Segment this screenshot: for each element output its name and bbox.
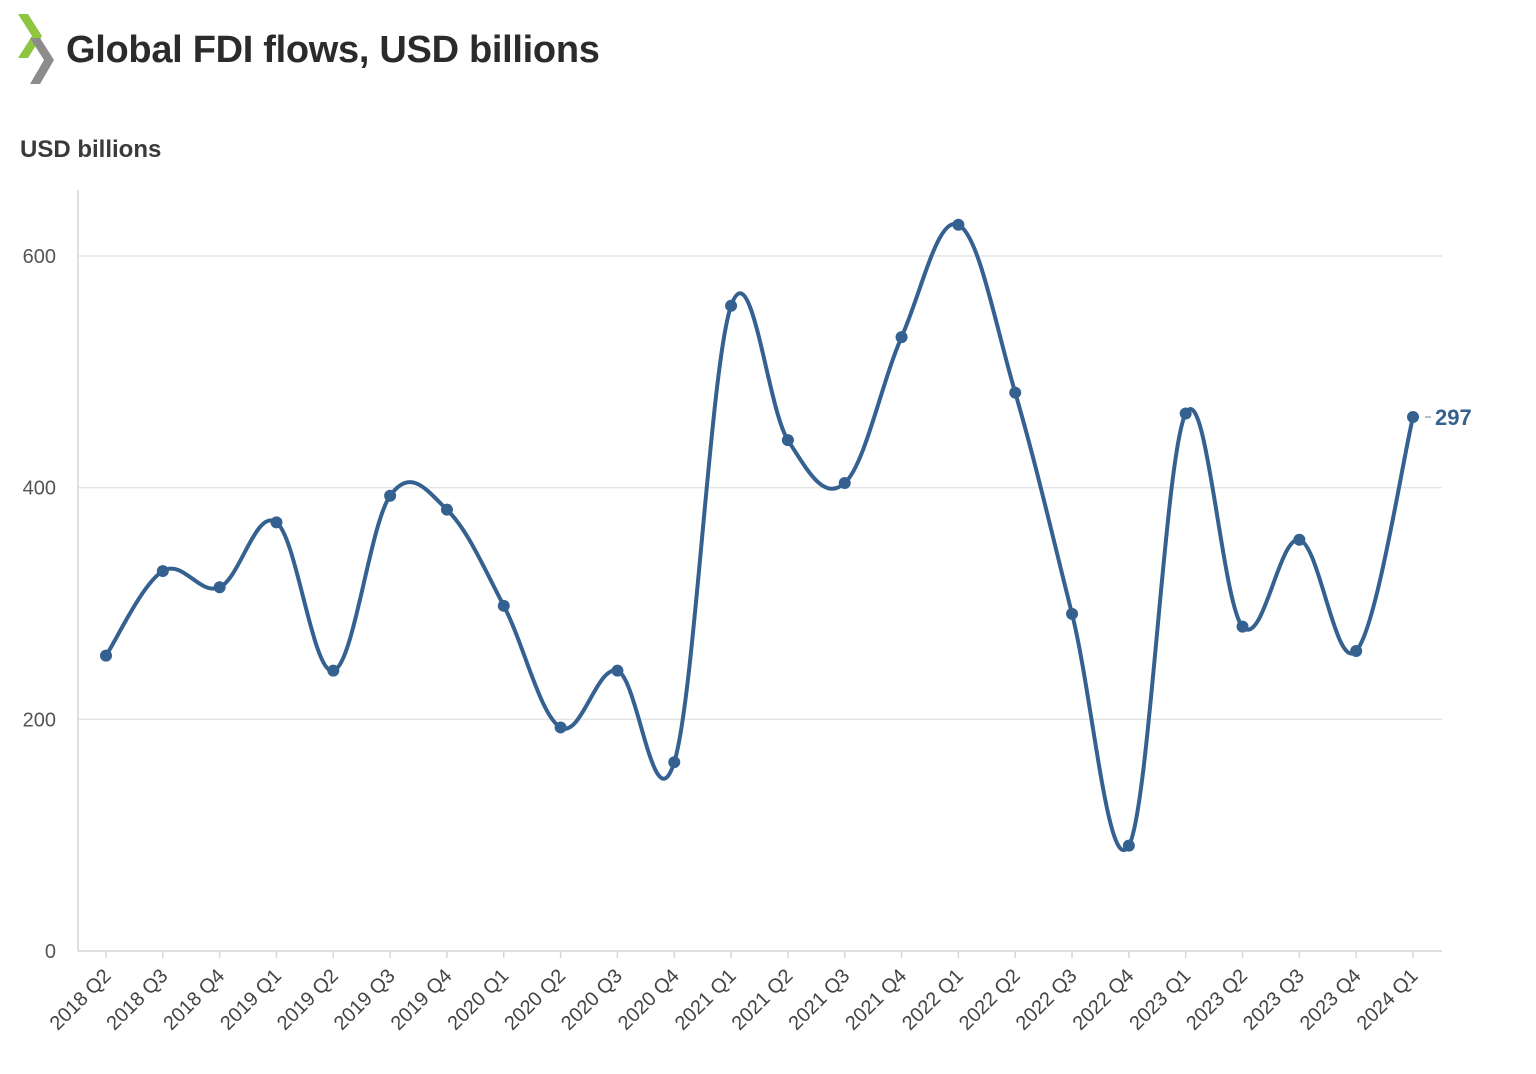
- data-point[interactable]: [1236, 620, 1249, 633]
- data-point[interactable]: [270, 516, 283, 529]
- x-tick-label: 2018 Q3: [103, 965, 173, 1035]
- data-point[interactable]: [1179, 407, 1192, 420]
- data-point[interactable]: [384, 489, 397, 502]
- data-point[interactable]: [1066, 607, 1079, 620]
- x-tick-label: 2019 Q1: [216, 965, 286, 1035]
- x-tick-label: 2022 Q4: [1069, 965, 1139, 1035]
- chart-title: Global FDI flows, USD billions: [66, 28, 600, 71]
- data-point[interactable]: [1350, 644, 1363, 657]
- data-point[interactable]: [952, 218, 965, 231]
- x-tick-label: 2023 Q2: [1182, 965, 1252, 1035]
- data-point[interactable]: [668, 756, 681, 769]
- data-point[interactable]: [725, 299, 738, 312]
- data-point[interactable]: [1293, 533, 1306, 546]
- gridlines: [78, 255, 1442, 721]
- data-point[interactable]: [1122, 839, 1135, 852]
- x-tick-label: 2021 Q1: [671, 965, 741, 1035]
- x-tick-label: 2023 Q3: [1239, 965, 1309, 1035]
- x-tick-label: 2019 Q3: [330, 965, 400, 1035]
- x-tick-label: 2019 Q4: [387, 965, 457, 1035]
- y-tick-label: 600: [23, 246, 56, 268]
- x-tick-label: 2024 Q1: [1353, 965, 1423, 1035]
- x-tick-label: 2020 Q1: [444, 965, 514, 1035]
- y-tick-label: 200: [23, 709, 56, 731]
- x-tick-label: 2023 Q4: [1296, 965, 1366, 1035]
- data-point[interactable]: [611, 664, 624, 677]
- end-value-label: 297: [1435, 405, 1472, 430]
- data-point[interactable]: [497, 599, 510, 612]
- y-tick-label: 400: [23, 478, 56, 500]
- x-tick-label: 2018 Q4: [159, 965, 229, 1035]
- x-tick-label: 2019 Q2: [273, 965, 343, 1035]
- chart-header: Global FDI flows, USD billions: [16, 10, 600, 90]
- x-tick-label: 2020 Q4: [614, 965, 684, 1035]
- series-layer: [100, 218, 1431, 852]
- x-tick-label: 2018 Q2: [46, 965, 116, 1035]
- oecd-logo-icon: [18, 14, 54, 84]
- x-tick-label: 2022 Q2: [955, 965, 1025, 1035]
- x-tick-label: 2022 Q3: [1012, 965, 1082, 1035]
- x-tick-label: 2021 Q3: [784, 965, 854, 1035]
- x-tick-label: 2022 Q1: [898, 965, 968, 1035]
- data-point[interactable]: [838, 477, 851, 490]
- data-point[interactable]: [1407, 411, 1419, 424]
- data-point[interactable]: [156, 565, 169, 578]
- data-point[interactable]: [1009, 386, 1022, 399]
- x-tick-label: 2020 Q3: [557, 965, 627, 1035]
- data-point[interactable]: [440, 503, 453, 516]
- x-tick-label: 2021 Q4: [841, 965, 911, 1035]
- data-point[interactable]: [213, 581, 226, 594]
- data-point[interactable]: [327, 664, 340, 677]
- y-tick-label: 0: [45, 941, 56, 963]
- data-point[interactable]: [781, 434, 794, 447]
- series-line-global-fdi: [104, 221, 1415, 852]
- axes: [77, 190, 1442, 958]
- x-tick-label: 2023 Q1: [1125, 965, 1195, 1035]
- x-tick-label: 2020 Q2: [500, 965, 570, 1035]
- data-point[interactable]: [554, 721, 567, 734]
- data-point[interactable]: [895, 331, 908, 344]
- data-point[interactable]: [100, 649, 112, 662]
- y-axis-unit-label: USD billions: [20, 136, 162, 163]
- x-tick-label: 2021 Q2: [728, 965, 798, 1035]
